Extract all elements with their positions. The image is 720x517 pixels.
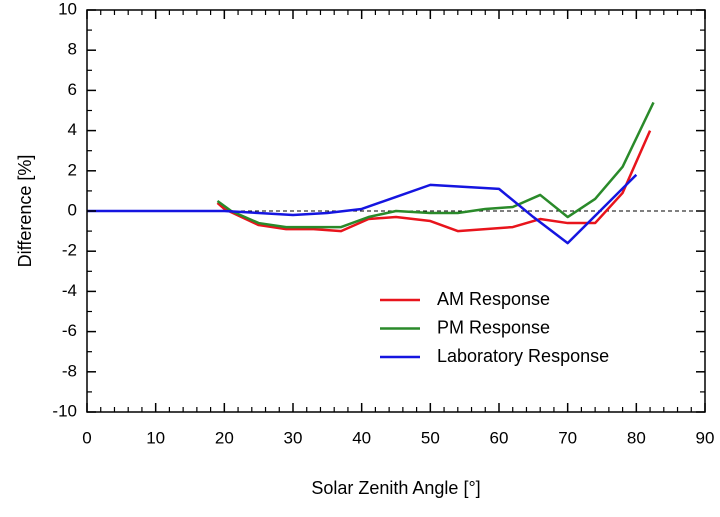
x-axis-title: Solar Zenith Angle [°] — [311, 478, 480, 498]
x-tick-label: 0 — [82, 428, 91, 447]
legend-label: PM Response — [437, 317, 550, 337]
y-tick-label: -8 — [62, 361, 77, 380]
y-tick-label: -4 — [62, 281, 77, 300]
y-tick-label: -6 — [62, 321, 77, 340]
y-tick-label: 2 — [68, 160, 77, 179]
x-tick-label: 10 — [146, 428, 165, 447]
y-axis-title: Difference [%] — [15, 155, 35, 268]
x-tick-label: 50 — [421, 428, 440, 447]
data-line — [216, 130, 652, 233]
y-tick-label: 0 — [68, 200, 77, 219]
legend-label: AM Response — [437, 289, 550, 309]
x-tick-label: 60 — [490, 428, 509, 447]
y-tick-label: 8 — [68, 40, 77, 59]
x-tick-label: 30 — [284, 428, 303, 447]
y-tick-label: 4 — [68, 120, 77, 139]
y-tick-label: 10 — [58, 0, 77, 18]
data-line — [216, 101, 655, 229]
x-tick-label: 40 — [352, 428, 371, 447]
x-tick-label: 20 — [215, 428, 234, 447]
x-tick-label: 80 — [627, 428, 646, 447]
x-tick-label: 90 — [696, 428, 715, 447]
y-tick-label: -10 — [52, 401, 77, 420]
legend-label: Laboratory Response — [437, 346, 609, 366]
y-tick-label: 6 — [68, 80, 77, 99]
data-line — [87, 173, 638, 245]
y-tick-label: -2 — [62, 241, 77, 260]
x-tick-label: 70 — [558, 428, 577, 447]
